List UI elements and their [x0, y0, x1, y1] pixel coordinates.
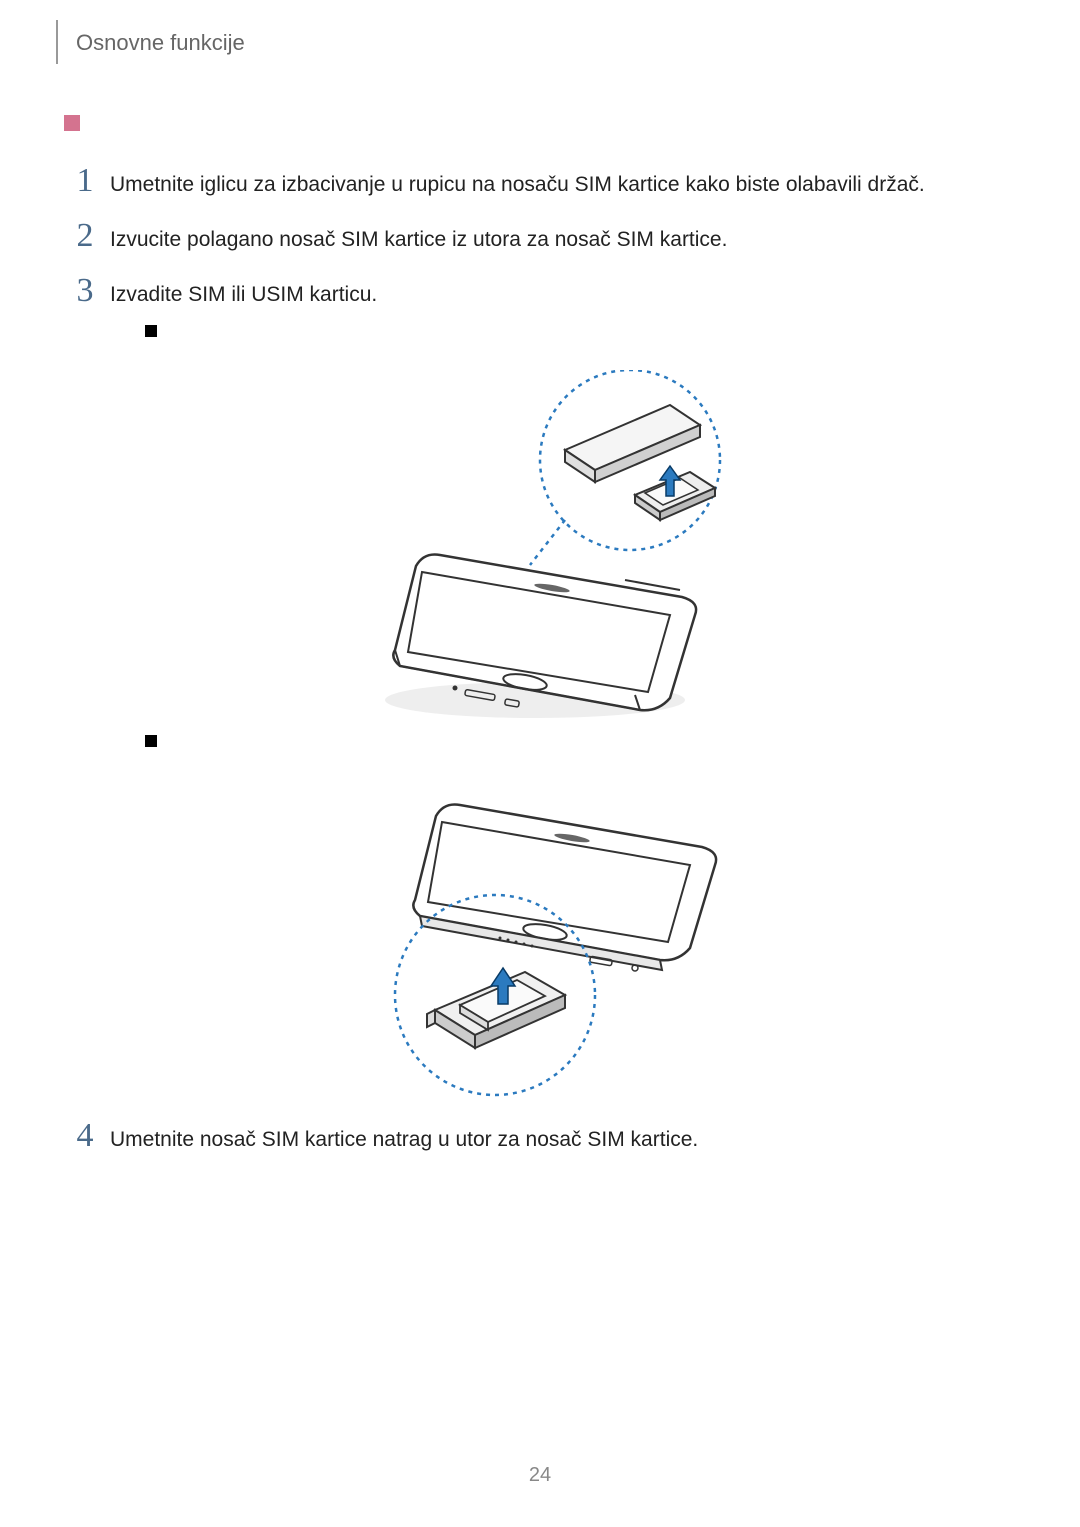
header-divider: [56, 20, 58, 64]
step-number: 1: [70, 164, 100, 198]
step-number: 2: [70, 219, 100, 253]
step-text: Umetnite iglicu za izbacivanje u rupicu …: [110, 170, 925, 199]
step-number: 4: [70, 1119, 100, 1153]
sim-illustration-top: [300, 370, 780, 735]
sim-illustration-bottom: [300, 780, 780, 1105]
step-2: 2 Izvucite polagano nosač SIM kartice iz…: [70, 225, 1020, 254]
section-marker-icon: [64, 115, 80, 131]
step-3: 3 Izvadite SIM ili USIM karticu.: [70, 280, 1020, 309]
step-number: 3: [70, 274, 100, 308]
page-number: 24: [529, 1464, 551, 1487]
step-4: 4 Umetnite nosač SIM kartice natrag u ut…: [70, 1125, 1020, 1154]
bullet-marker-icon: [145, 735, 157, 747]
step-1: 1 Umetnite iglicu za izbacivanje u rupic…: [70, 170, 1020, 199]
step-text: Izvucite polagano nosač SIM kartice iz u…: [110, 225, 727, 254]
page-header: Osnovne funkcije: [76, 30, 245, 56]
step-text: Izvadite SIM ili USIM karticu.: [110, 280, 377, 309]
step-text: Umetnite nosač SIM kartice natrag u utor…: [110, 1125, 698, 1154]
bullet-marker-icon: [145, 325, 157, 337]
